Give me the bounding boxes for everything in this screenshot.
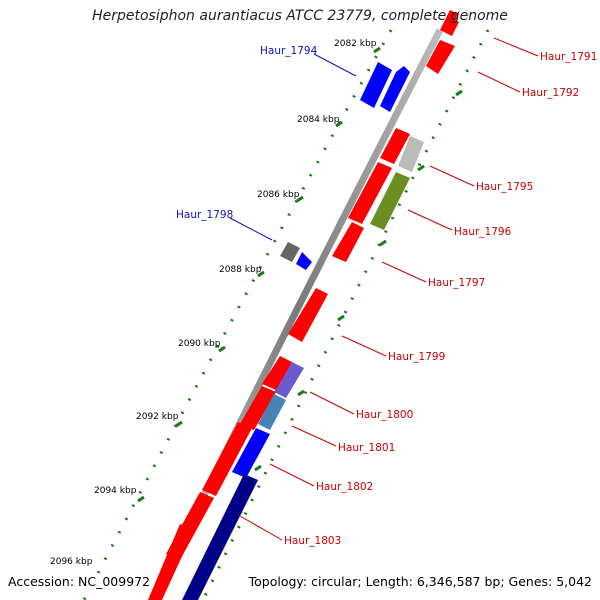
label-haur-1796: Haur_1796 <box>454 226 512 238</box>
label-haur-1799: Haur_1799 <box>388 351 445 363</box>
gene-haur-1796[interactable] <box>370 172 410 230</box>
gene-haur-1802[interactable] <box>232 428 270 478</box>
leader-haur-1798 <box>229 217 273 241</box>
label-haur-1792: Haur_1792 <box>522 87 579 99</box>
leader-haur-1799 <box>341 335 387 357</box>
gene-red-a[interactable] <box>380 128 410 164</box>
guide-track-inner <box>201 29 490 600</box>
gene-haur-1800[interactable] <box>274 362 304 398</box>
gene-red-b[interactable] <box>348 162 392 224</box>
label-haur-1795: Haur_1795 <box>476 181 533 193</box>
tick-label: 2082 kbp <box>334 39 377 49</box>
tick-label: 2088 kbp <box>219 265 262 275</box>
forward-strand-genes <box>148 7 471 600</box>
label-haur-1803: Haur_1803 <box>284 535 341 547</box>
gene-haur-1797[interactable] <box>332 222 364 262</box>
accession-label: Accession: NC_009972 <box>6 574 153 589</box>
label-haur-1797: Haur_1797 <box>428 277 485 289</box>
tick-marks <box>137 46 463 517</box>
gene-haur-1795[interactable] <box>398 136 424 172</box>
leader-haur-1801 <box>291 425 337 447</box>
label-haur-1802: Haur_1802 <box>316 481 373 493</box>
guide-track-outer <box>82 29 393 600</box>
gene-haur-1801[interactable] <box>258 394 286 430</box>
gene-haur-1803[interactable] <box>182 474 258 600</box>
gene-haur-1794[interactable] <box>360 62 392 108</box>
label-haur-1794: Haur_1794 <box>260 45 318 57</box>
leader-haur-1795 <box>429 165 475 187</box>
leader-haur-1797 <box>381 261 427 283</box>
leader-haur-1802 <box>269 463 315 487</box>
tick-label: 2094 kbp <box>94 486 137 496</box>
gene-red-d[interactable] <box>240 386 276 430</box>
map-title: Herpetosiphon aurantiacus ATCC 23779, co… <box>92 8 508 24</box>
gene-haur-1791[interactable] <box>440 10 462 36</box>
gene-haur-1798[interactable] <box>280 242 300 262</box>
tick-label: 2096 kbp <box>50 557 93 567</box>
gene-haur-1798-b[interactable] <box>296 252 312 270</box>
tick-label: 2086 kbp <box>257 190 300 200</box>
tick-label: 2090 kbp <box>178 339 221 349</box>
reverse-strand-genes <box>280 62 410 270</box>
leader-haur-1791 <box>493 37 539 57</box>
leader-haur-1794 <box>313 53 357 77</box>
leader-haur-1792 <box>477 71 521 93</box>
leader-haur-1803 <box>239 515 283 541</box>
label-haur-1801: Haur_1801 <box>338 442 395 454</box>
gene-red-c[interactable] <box>262 356 292 390</box>
label-haur-1791: Haur_1791 <box>540 51 597 63</box>
label-haur-1798: Haur_1798 <box>176 209 233 221</box>
leader-haur-1800 <box>309 391 355 415</box>
gene-haur-1794-b[interactable] <box>380 66 410 112</box>
tick-label: 2084 kbp <box>297 115 340 125</box>
leader-haur-1796 <box>407 209 453 231</box>
gene-red-e[interactable] <box>202 422 252 496</box>
gene-haur-1791-tail[interactable] <box>455 7 471 25</box>
tick-label: 2092 kbp <box>136 412 179 422</box>
label-haur-1800: Haur_1800 <box>356 409 413 421</box>
genome-summary: Topology: circular; Length: 6,346,587 bp… <box>246 574 594 589</box>
gene-red-g[interactable] <box>148 524 194 600</box>
gene-haur-1799[interactable] <box>288 288 328 342</box>
gene-haur-1792[interactable] <box>426 40 455 74</box>
